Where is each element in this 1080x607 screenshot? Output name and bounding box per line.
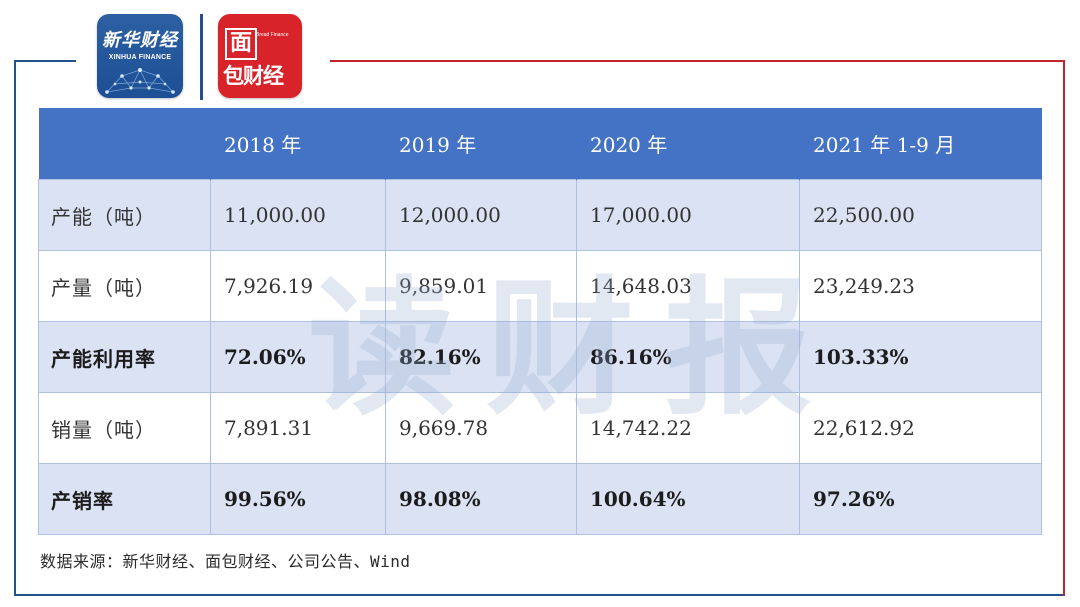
frame-top-left-line <box>14 60 76 62</box>
table-cell: 103.33% <box>799 321 1042 393</box>
table-cell: 17,000.00 <box>576 179 800 251</box>
header-cell-2018: 2018 年 <box>210 108 386 180</box>
frame-top-right-line <box>330 60 1065 62</box>
table-header-row: 2018 年 2019 年 2020 年 2021 年 1-9 月 <box>38 108 1042 180</box>
mianbao-logo-char: 面 <box>225 28 257 60</box>
header-cell-2021: 2021 年 1-9 月 <box>799 108 1042 180</box>
table-cell: 86.16% <box>576 321 800 393</box>
table-row: 产能利用率 72.06% 82.16% 86.16% 103.33% <box>38 321 1042 393</box>
mianbao-logo-english: Bread Finance <box>256 32 289 38</box>
frame-bottom-line <box>14 594 1064 596</box>
table-row: 销量（吨） 7,891.31 9,669.78 14,742.22 22,612… <box>38 392 1042 464</box>
source-note: 数据来源：新华财经、面包财经、公司公告、Wind <box>40 552 411 571</box>
mianbao-finance-logo: 面 Bread Finance 包财经 <box>218 14 302 98</box>
table-cell: 12,000.00 <box>385 179 577 251</box>
table-row: 产量（吨） 7,926.19 9,859.01 14,648.03 23,249… <box>38 250 1042 322</box>
table-cell: 14,648.03 <box>576 250 800 322</box>
xinhua-logo-text: 新华财经 <box>102 30 178 51</box>
table-cell: 9,669.78 <box>385 392 577 464</box>
table-cell: 97.26% <box>799 463 1042 535</box>
frame-left-line <box>14 60 16 596</box>
xinhua-logo-english: XINHUA FINANCE <box>108 54 172 61</box>
table-cell: 23,249.23 <box>799 250 1042 322</box>
table-cell: 11,000.00 <box>210 179 386 251</box>
table-cell: 14,742.22 <box>576 392 800 464</box>
table-cell: 98.08% <box>385 463 577 535</box>
header-cell-2019: 2019 年 <box>385 108 577 180</box>
table-cell: 82.16% <box>385 321 577 393</box>
table-cell: 100.64% <box>576 463 800 535</box>
table-cell: 99.56% <box>210 463 386 535</box>
table-row: 产销率 99.56% 98.08% 100.64% 97.26% <box>38 463 1042 535</box>
table-cell: 72.06% <box>210 321 386 393</box>
row-label: 销量（吨） <box>38 392 211 464</box>
row-label: 产能利用率 <box>38 321 211 393</box>
frame-right-line <box>1063 60 1065 596</box>
capacity-sales-table: 2018 年 2019 年 2020 年 2021 年 1-9 月 产能（吨） … <box>38 108 1042 535</box>
table-cell: 7,891.31 <box>210 392 386 464</box>
network-icon <box>105 68 175 94</box>
table-cell: 22,612.92 <box>799 392 1042 464</box>
row-label: 产销率 <box>38 463 211 535</box>
logo-group: 新华财经 XINHUA FINANCE 面 Bread Finance 包财经 <box>97 14 302 100</box>
table-cell: 7,926.19 <box>210 250 386 322</box>
mianbao-logo-text: 包财经 <box>223 64 284 88</box>
header-cell-corner <box>38 108 211 180</box>
header-cell-2020: 2020 年 <box>576 108 800 180</box>
xinhua-finance-logo: 新华财经 XINHUA FINANCE <box>97 14 183 98</box>
table-cell: 9,859.01 <box>385 250 577 322</box>
logo-divider <box>200 14 203 100</box>
row-label: 产能（吨） <box>38 179 211 251</box>
table-row: 产能（吨） 11,000.00 12,000.00 17,000.00 22,5… <box>38 179 1042 251</box>
row-label: 产量（吨） <box>38 250 211 322</box>
table-cell: 22,500.00 <box>799 179 1042 251</box>
